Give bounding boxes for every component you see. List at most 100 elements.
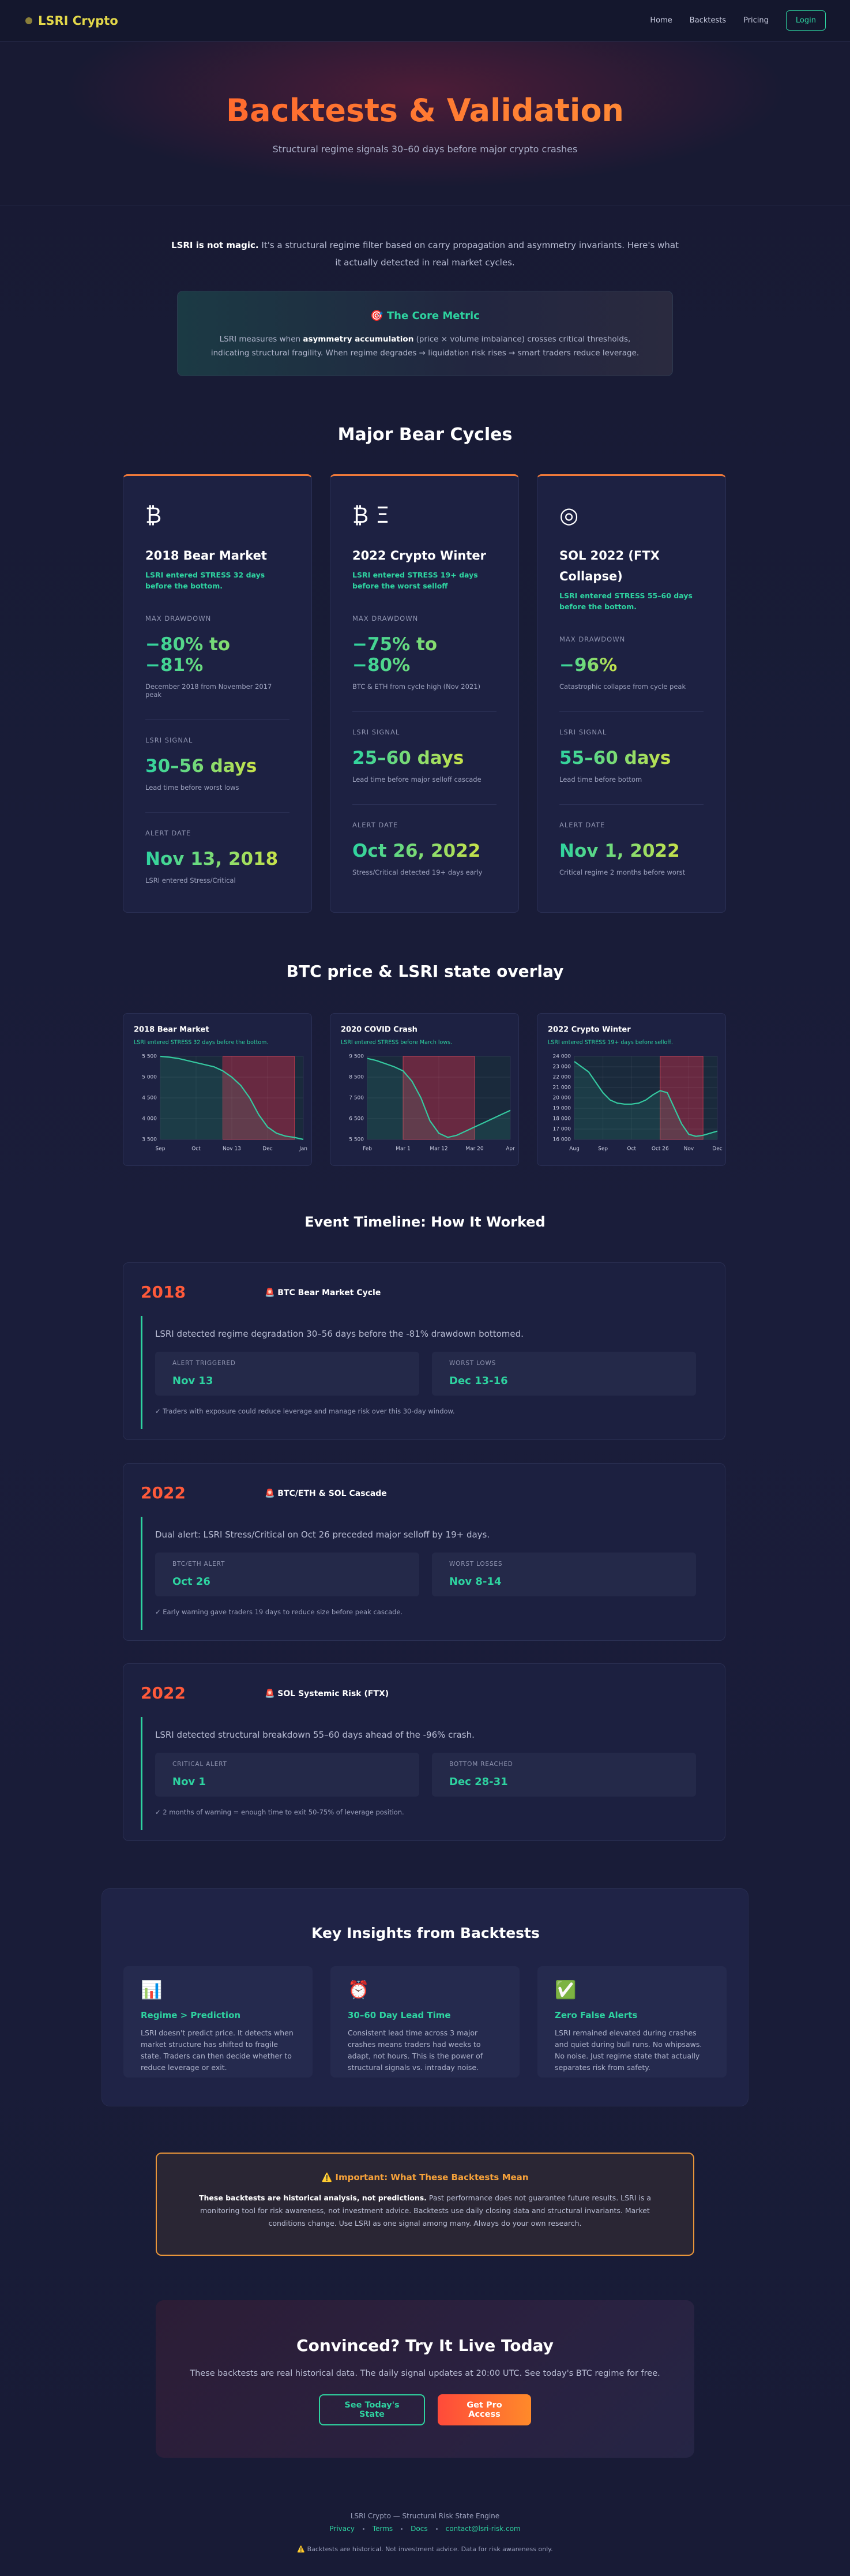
block-value: 25–60 days (352, 748, 464, 768)
card-block: LSRI SIGNAL 30–56 days Lead time before wo… (145, 719, 289, 792)
event-stats: CRITICAL ALERT Nov 1 BOTTOM REACHED Dec 28-… (155, 1753, 696, 1797)
timeline-card: 2022 🚨 SOL Systemic Risk (FTX) LSRI detect… (123, 1663, 725, 1841)
stat-value: Dec 28-31 (449, 1776, 508, 1788)
secondary-button[interactable]: Get Pro Access (438, 2394, 531, 2425)
login-button[interactable]: Login (785, 10, 826, 31)
x-tick-label: Sep (156, 1146, 166, 1152)
card-block: ALERT DATE Nov 1, 2022 Critical regime 2 m… (559, 804, 704, 876)
hero: Backtests & Validation Structural regime… (0, 42, 850, 205)
y-tick-label: 7 500 (349, 1096, 364, 1101)
block-label: MAX DRAWDOWN (352, 614, 419, 623)
important-box: ⚠️ Important: What These Backtests Mean … (156, 2153, 694, 2256)
insight-text: LSRI remained elevated during crashes an… (555, 2028, 702, 2072)
price-line (160, 1055, 304, 1141)
footer-link[interactable]: Docs (401, 2525, 427, 2533)
primary-button[interactable]: See Today's State (319, 2394, 425, 2425)
footer-disclaimer: ⚠️ Backtests are historical. Not investm… (297, 2545, 553, 2553)
card-block: ALERT DATE Oct 26, 2022 Stress/Critical de… (352, 804, 497, 876)
cta-title: Convinced? Try It Live Today (296, 2336, 554, 2355)
event-year: 2018 (141, 1283, 186, 1302)
plot-area (574, 1056, 717, 1139)
stat-label: BTC/ETH ALERT (172, 1561, 225, 1568)
x-tick-label: Nov 13 (223, 1146, 241, 1152)
footer-link[interactable]: contact@lsri-risk.com (436, 2525, 521, 2533)
chart-title: 2020 COVID Crash (341, 1026, 418, 1034)
card-icon: ₿ (145, 503, 162, 528)
card-block: MAX DRAWDOWN −75% to −80% BTC & ETH from c… (352, 603, 497, 691)
y-tick-label: 9 500 (349, 1054, 364, 1060)
y-tick-label: 6 500 (349, 1116, 364, 1122)
footer-links: Privacy Terms Docs contact@lsri-risk.com (0, 2525, 850, 2533)
chart: 2020 COVID Crash LSRI entered STRESS befo… (341, 1026, 515, 1152)
plot-area (367, 1056, 510, 1139)
core-title-text: The Core Metric (386, 310, 480, 322)
stat-label: BOTTOM REACHED (449, 1761, 513, 1768)
event-body: LSRI detected structural breakdown 55–60… (141, 1717, 709, 1830)
footer: LSRI Crypto — Structural Risk State Engi… (0, 2512, 850, 2553)
price-area (367, 1058, 510, 1139)
event-text: LSRI detected structural breakdown 55–60… (155, 1730, 475, 1740)
card-block: ALERT DATE Nov 13, 2018 LSRI entered Stres… (145, 812, 289, 884)
text: LSRI measures when (219, 335, 303, 344)
card-note: LSRI entered STRESS 55–60 days before th… (559, 591, 693, 611)
chart: 2018 Bear Market LSRI entered STRESS 32 d… (134, 1026, 307, 1152)
logo-text[interactable]: LSRI Crypto (38, 14, 118, 28)
block-value: −80% to −81% (145, 634, 289, 676)
stress-zone (660, 1056, 704, 1140)
event-label: 🚨 BTC Bear Market Cycle (265, 1288, 381, 1298)
block-value: 55–60 days (559, 748, 671, 768)
event-text: LSRI detected regime degradation 30–56 d… (155, 1329, 524, 1339)
stat: BOTTOM REACHED Dec 28-31 (432, 1753, 696, 1797)
card-icon: ₿ Ξ (352, 503, 390, 528)
x-tick-label: Aug (569, 1146, 580, 1152)
stat-value: Nov 1 (172, 1776, 206, 1788)
text: Past performance does not guarantee futu… (200, 2193, 652, 2228)
footer-tagline: LSRI Crypto — Structural Risk State Engi… (350, 2512, 500, 2520)
stat-value: Nov 13 (172, 1375, 213, 1387)
card-title: 2018 Bear Market (145, 549, 267, 563)
x-tick-label: Oct 26 (652, 1146, 669, 1152)
logo-icon (25, 17, 32, 24)
footer-link[interactable]: Privacy (329, 2525, 355, 2533)
card-title: SOL 2022 (FTX Collapse) (559, 549, 660, 583)
stat: BTC/ETH ALERT Oct 26 (155, 1553, 419, 1596)
core-metric: 🎯 The Core Metric LSRI measures when asy… (177, 291, 673, 376)
nav-link[interactable]: Home (650, 16, 672, 25)
section-title: Event Timeline: How It Worked (304, 1214, 546, 1230)
price-area (160, 1056, 303, 1139)
stat-label: ALERT TRIGGERED (172, 1360, 236, 1367)
insight-card: 📊 Regime > Prediction LSRI doesn't predict… (123, 1966, 313, 2078)
nav-link[interactable]: Backtests (689, 16, 727, 25)
card-note: LSRI entered STRESS 19+ days before the … (352, 571, 478, 590)
block-label: LSRI SIGNAL (145, 736, 193, 744)
block-label: ALERT DATE (559, 821, 605, 829)
y-tick-label: 24 000 (553, 1054, 571, 1060)
chart-card: 2018 Bear Market LSRI entered STRESS 32 d… (123, 1013, 312, 1166)
y-tick-label: 5 500 (349, 1137, 364, 1143)
block-value: 30–56 days (145, 756, 257, 777)
section-title: Major Bear Cycles (337, 425, 513, 445)
chart-subtitle: LSRI entered STRESS 32 days before the b… (134, 1040, 268, 1046)
plot-area (160, 1056, 303, 1139)
bold: These backtests are historical analysis,… (198, 2193, 427, 2202)
y-tick-label: 8 500 (349, 1075, 364, 1081)
y-tick-label: 21 000 (553, 1085, 571, 1091)
insight-icon: ⏰ (348, 1980, 370, 2000)
x-tick-label: Mar 20 (465, 1146, 484, 1152)
block-label: LSRI SIGNAL (559, 728, 607, 736)
y-tick-label: 16 000 (553, 1137, 571, 1143)
cycle-card: ₿ Ξ 2022 Crypto Winter LSRI entered STRESS… (330, 474, 519, 913)
x-tick-label: Dec (262, 1146, 272, 1152)
block-label: LSRI SIGNAL (352, 728, 400, 736)
stat-value: Nov 8-14 (449, 1576, 502, 1588)
event-year: 2022 (141, 1483, 186, 1502)
y-tick-label: 4 000 (142, 1116, 157, 1122)
event-text: Dual alert: LSRI Stress/Critical on Oct … (155, 1529, 490, 1540)
insight-title: Regime > Prediction (141, 2010, 241, 2020)
logo[interactable]: LSRI Crypto (25, 14, 118, 28)
nav-link[interactable]: Pricing (743, 16, 769, 25)
stat: WORST LOWS Dec 13-16 (432, 1352, 696, 1396)
block-label: ALERT DATE (352, 821, 398, 829)
x-tick-label: Sep (598, 1146, 608, 1152)
footer-link[interactable]: Terms (363, 2525, 393, 2533)
